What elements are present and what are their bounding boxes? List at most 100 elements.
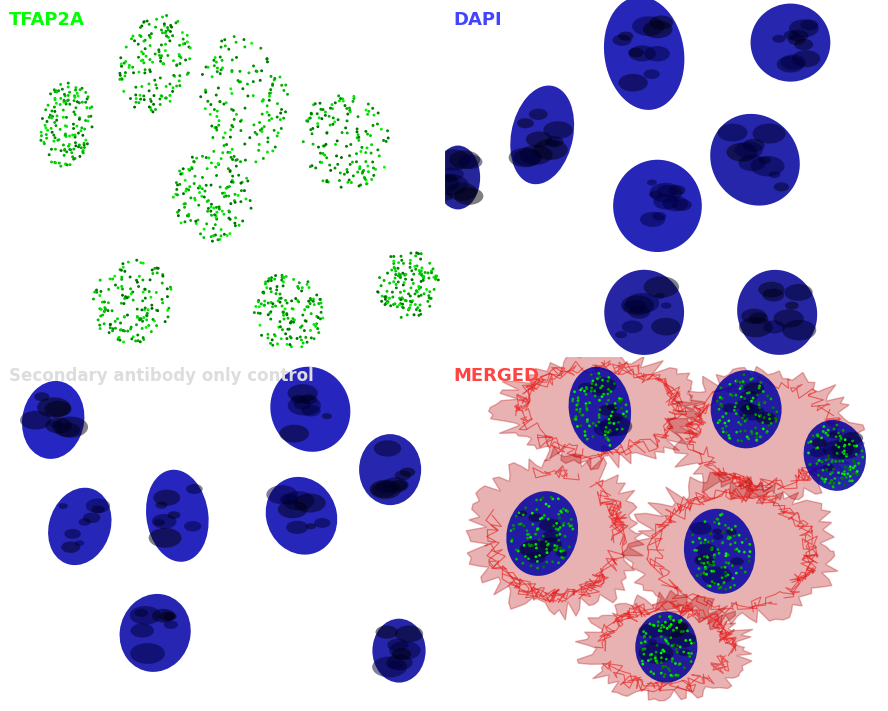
Point xyxy=(97,306,111,317)
Ellipse shape xyxy=(730,557,744,565)
Point xyxy=(385,264,399,276)
Point xyxy=(569,411,583,422)
Point xyxy=(586,431,600,442)
Point xyxy=(636,644,650,656)
Ellipse shape xyxy=(556,550,567,557)
Point xyxy=(669,669,683,680)
Point xyxy=(276,276,290,287)
Point xyxy=(571,392,585,403)
Point xyxy=(714,582,728,593)
Point xyxy=(210,202,224,213)
Point xyxy=(404,282,418,294)
Point xyxy=(47,84,61,95)
Point xyxy=(250,65,264,77)
Point xyxy=(356,166,370,177)
Ellipse shape xyxy=(769,171,781,178)
Point xyxy=(760,426,774,437)
Ellipse shape xyxy=(752,124,786,144)
Point xyxy=(344,139,358,150)
Point xyxy=(78,97,92,108)
Point xyxy=(224,124,238,136)
Point xyxy=(212,201,226,213)
Point xyxy=(602,414,616,425)
Point xyxy=(355,168,369,179)
Point xyxy=(367,170,381,181)
Point xyxy=(229,52,243,63)
Point xyxy=(511,545,526,557)
Point xyxy=(153,50,167,61)
Point xyxy=(757,412,772,423)
Point xyxy=(615,424,630,435)
Point xyxy=(571,395,585,406)
Point xyxy=(281,324,295,335)
Point xyxy=(323,165,337,176)
Point xyxy=(637,648,651,660)
Point xyxy=(525,508,539,519)
Point xyxy=(333,93,347,105)
Point xyxy=(651,616,665,628)
Point xyxy=(359,126,373,137)
Point xyxy=(80,102,94,113)
Point xyxy=(507,523,521,535)
Point xyxy=(147,99,161,110)
Point xyxy=(317,140,331,151)
Point xyxy=(215,205,229,217)
Point xyxy=(107,270,122,282)
Point xyxy=(333,167,347,178)
Point xyxy=(114,52,128,63)
Point xyxy=(386,276,400,287)
Point xyxy=(698,562,712,573)
Point xyxy=(125,61,139,73)
Point xyxy=(260,53,274,65)
Point xyxy=(229,154,243,166)
Point xyxy=(252,301,266,312)
Point xyxy=(832,442,846,453)
Point xyxy=(579,389,593,400)
Point xyxy=(388,272,402,284)
Point xyxy=(58,144,72,156)
Point xyxy=(303,112,317,124)
Point xyxy=(313,156,328,168)
Point xyxy=(703,580,718,592)
Point xyxy=(427,284,441,295)
Point xyxy=(374,280,388,292)
Point xyxy=(677,646,691,658)
Point xyxy=(302,282,316,293)
Point xyxy=(678,662,692,673)
Point xyxy=(743,374,757,385)
Point xyxy=(408,250,423,262)
Point xyxy=(357,165,371,176)
Point xyxy=(163,35,177,46)
Point xyxy=(401,288,416,299)
Point xyxy=(716,423,730,434)
Ellipse shape xyxy=(654,194,679,210)
Ellipse shape xyxy=(678,648,691,656)
Point xyxy=(124,333,139,345)
Point xyxy=(567,413,582,424)
Point xyxy=(222,205,236,217)
Point xyxy=(131,311,145,323)
Point xyxy=(210,56,224,68)
Point xyxy=(567,386,582,397)
Point xyxy=(136,332,150,343)
Ellipse shape xyxy=(543,121,573,139)
Point xyxy=(310,318,324,329)
Point xyxy=(44,88,58,100)
Point xyxy=(177,188,191,199)
Point xyxy=(313,294,328,305)
Point xyxy=(76,147,91,159)
Point xyxy=(320,175,334,186)
Point xyxy=(692,563,706,574)
Point xyxy=(516,557,530,569)
Point xyxy=(506,520,520,531)
Point xyxy=(240,173,254,184)
Point xyxy=(185,161,199,173)
Point xyxy=(73,84,87,95)
Point xyxy=(429,270,443,282)
Point xyxy=(67,144,81,155)
Point xyxy=(530,562,544,574)
Point xyxy=(169,188,183,200)
Point xyxy=(832,456,846,467)
Point xyxy=(154,73,168,84)
Point xyxy=(693,533,707,544)
